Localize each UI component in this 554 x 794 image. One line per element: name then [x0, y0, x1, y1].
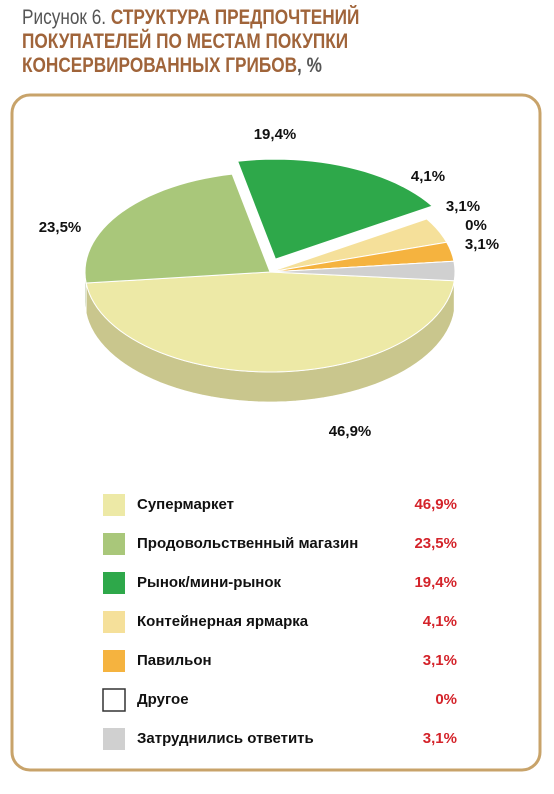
- data-label: 46,9%: [329, 423, 372, 440]
- title-suffix: , %: [297, 54, 322, 77]
- legend-swatch: [103, 572, 125, 594]
- legend-label: Продовольственный магазин: [137, 535, 358, 552]
- slice: [269, 260, 456, 282]
- legend-value: 3,1%: [423, 652, 457, 669]
- slice: [85, 271, 455, 373]
- legend-label: Другое: [137, 691, 189, 708]
- legend-label: Контейнерная ярмарка: [137, 613, 309, 630]
- legend-value: 4,1%: [423, 613, 457, 630]
- legend-value: 19,4%: [414, 574, 457, 591]
- slice: [236, 158, 434, 260]
- data-label: 3,1%: [465, 236, 499, 253]
- data-label: 19,4%: [254, 126, 297, 143]
- data-label: 0%: [465, 217, 487, 234]
- legend-value: 0%: [435, 691, 457, 708]
- chart-title: Рисунок 6. СТРУКТУРА ПРЕДПОЧТЕНИЙ ПОКУПА…: [22, 6, 407, 78]
- data-label: 23,5%: [39, 219, 82, 236]
- legend-swatch: [103, 494, 125, 516]
- slice: [84, 173, 271, 284]
- legend-swatch: [103, 611, 125, 633]
- legend-label: Супермаркет: [137, 496, 234, 513]
- legend-swatch: [103, 650, 125, 672]
- figure-label: Рисунок 6.: [22, 6, 107, 29]
- legend-label: Павильон: [137, 652, 212, 669]
- legend-swatch: [103, 533, 125, 555]
- legend-value: 46,9%: [414, 496, 457, 513]
- data-label: 3,1%: [446, 198, 480, 215]
- slice: [269, 218, 448, 273]
- title-text: СТРУКТУРА ПРЕДПОЧТЕНИЙ ПОКУПАТЕЛЕЙ ПО МЕ…: [22, 6, 360, 77]
- legend-value: 23,5%: [414, 535, 457, 552]
- legend-swatch: [102, 688, 126, 712]
- legend-swatch: [103, 728, 125, 750]
- legend-value: 3,1%: [423, 730, 457, 747]
- legend-label: Затруднились ответить: [137, 730, 314, 747]
- legend-label: Рынок/мини-рынок: [137, 574, 282, 591]
- data-label: 4,1%: [411, 168, 445, 185]
